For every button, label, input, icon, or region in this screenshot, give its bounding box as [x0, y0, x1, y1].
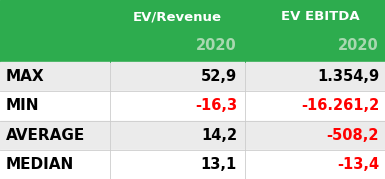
Text: 2020: 2020: [196, 38, 237, 53]
Bar: [0, 150, 385, 179]
Text: 13,1: 13,1: [201, 157, 237, 172]
Text: 2020: 2020: [338, 38, 379, 53]
Text: MIN: MIN: [6, 98, 40, 113]
Text: EV/Revenue: EV/Revenue: [133, 10, 222, 23]
Text: 14,2: 14,2: [201, 128, 237, 143]
Text: AVERAGE: AVERAGE: [6, 128, 85, 143]
Text: -508,2: -508,2: [326, 128, 379, 143]
Text: 1.354,9: 1.354,9: [317, 69, 379, 84]
Text: MEDIAN: MEDIAN: [6, 157, 74, 172]
Text: -16.261,2: -16.261,2: [301, 98, 379, 113]
Text: EV EBITDA: EV EBITDA: [281, 10, 359, 23]
Text: 52,9: 52,9: [201, 69, 237, 84]
Bar: [0, 62, 385, 91]
Bar: [0, 91, 385, 120]
Bar: [0, 120, 385, 150]
Text: -16,3: -16,3: [195, 98, 237, 113]
Text: MAX: MAX: [6, 69, 45, 84]
Bar: [0, 0, 385, 62]
Text: -13,4: -13,4: [337, 157, 379, 172]
